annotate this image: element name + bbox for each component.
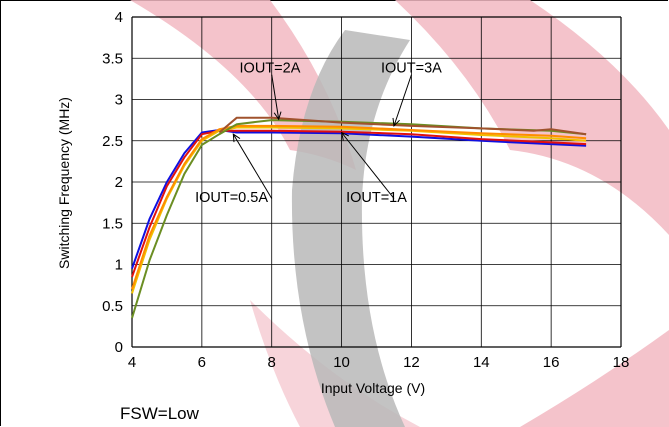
annotation-arrow bbox=[341, 132, 395, 199]
annotation-arrow bbox=[393, 74, 412, 127]
series-line bbox=[131, 129, 587, 278]
annotation-arrow bbox=[271, 74, 280, 120]
annotation-label: IOUT=2A bbox=[240, 60, 301, 76]
annotation-label: IOUT=3A bbox=[381, 60, 442, 76]
y-tick-label: 3 bbox=[115, 92, 123, 109]
annotation-label: IOUT=0.5A bbox=[195, 190, 268, 206]
tick-labels: 4 6 8 10 12 14 16 18 0 0.5 1 1.5 2 2.5 3 3.5 4 bbox=[102, 9, 629, 371]
y-tick-label: 4 bbox=[115, 9, 123, 26]
y-tick-label: 2 bbox=[115, 174, 123, 191]
x-tick-label: 18 bbox=[613, 354, 630, 371]
y-tick-label: 1 bbox=[115, 257, 123, 274]
annotation-arrowhead bbox=[232, 133, 241, 143]
series-lines bbox=[131, 116, 587, 319]
annotation-arrowhead bbox=[340, 131, 349, 141]
annotation-arrow bbox=[232, 133, 273, 199]
series-line bbox=[131, 124, 587, 290]
y-tick-label: 0 bbox=[115, 339, 123, 356]
series-line bbox=[218, 116, 587, 136]
x-tick-label: 4 bbox=[128, 354, 136, 371]
y-tick-label: 0.5 bbox=[102, 298, 123, 315]
x-tick-label: 6 bbox=[198, 354, 206, 371]
annotation-label: IOUT=1A bbox=[346, 190, 407, 206]
annotations: IOUT=2A IOUT=3A IOUT=0.5A IOUT=1A bbox=[195, 60, 442, 206]
x-tick-label: 12 bbox=[403, 354, 420, 371]
x-axis-label: Input Voltage (V) bbox=[321, 380, 425, 396]
caption-text: FSW=Low bbox=[120, 404, 199, 423]
x-tick-label: 16 bbox=[543, 354, 560, 371]
y-axis-label: Switching Frequency (MHz) bbox=[56, 97, 72, 269]
series-line bbox=[131, 129, 587, 269]
y-tick-label: 3.5 bbox=[102, 50, 123, 67]
grid-lines bbox=[131, 16, 622, 348]
y-tick-label: 2.5 bbox=[102, 133, 123, 150]
annotation-arrowhead bbox=[392, 117, 400, 127]
y-tick-label: 1.5 bbox=[102, 215, 123, 232]
annotation-arrowhead bbox=[273, 111, 282, 121]
x-tick-label: 10 bbox=[333, 354, 350, 371]
x-tick-label: 8 bbox=[268, 354, 276, 371]
x-tick-label: 14 bbox=[473, 354, 490, 371]
